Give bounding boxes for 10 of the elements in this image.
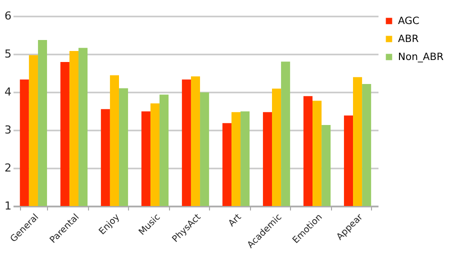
y-tick-label: 6 [4,10,12,22]
y-tick-label: 4 [4,86,12,98]
y-tick-label: 3 [4,124,12,136]
legend-label: AGC [398,16,420,27]
legend-label: ABR [398,34,419,45]
y-tick-label: 5 [4,48,12,60]
y-tick-label: 1 [4,200,12,212]
legend-label: Non_ABR [398,52,444,63]
y-tick-label: 2 [4,162,12,174]
x-tick-label: Art [227,212,244,230]
